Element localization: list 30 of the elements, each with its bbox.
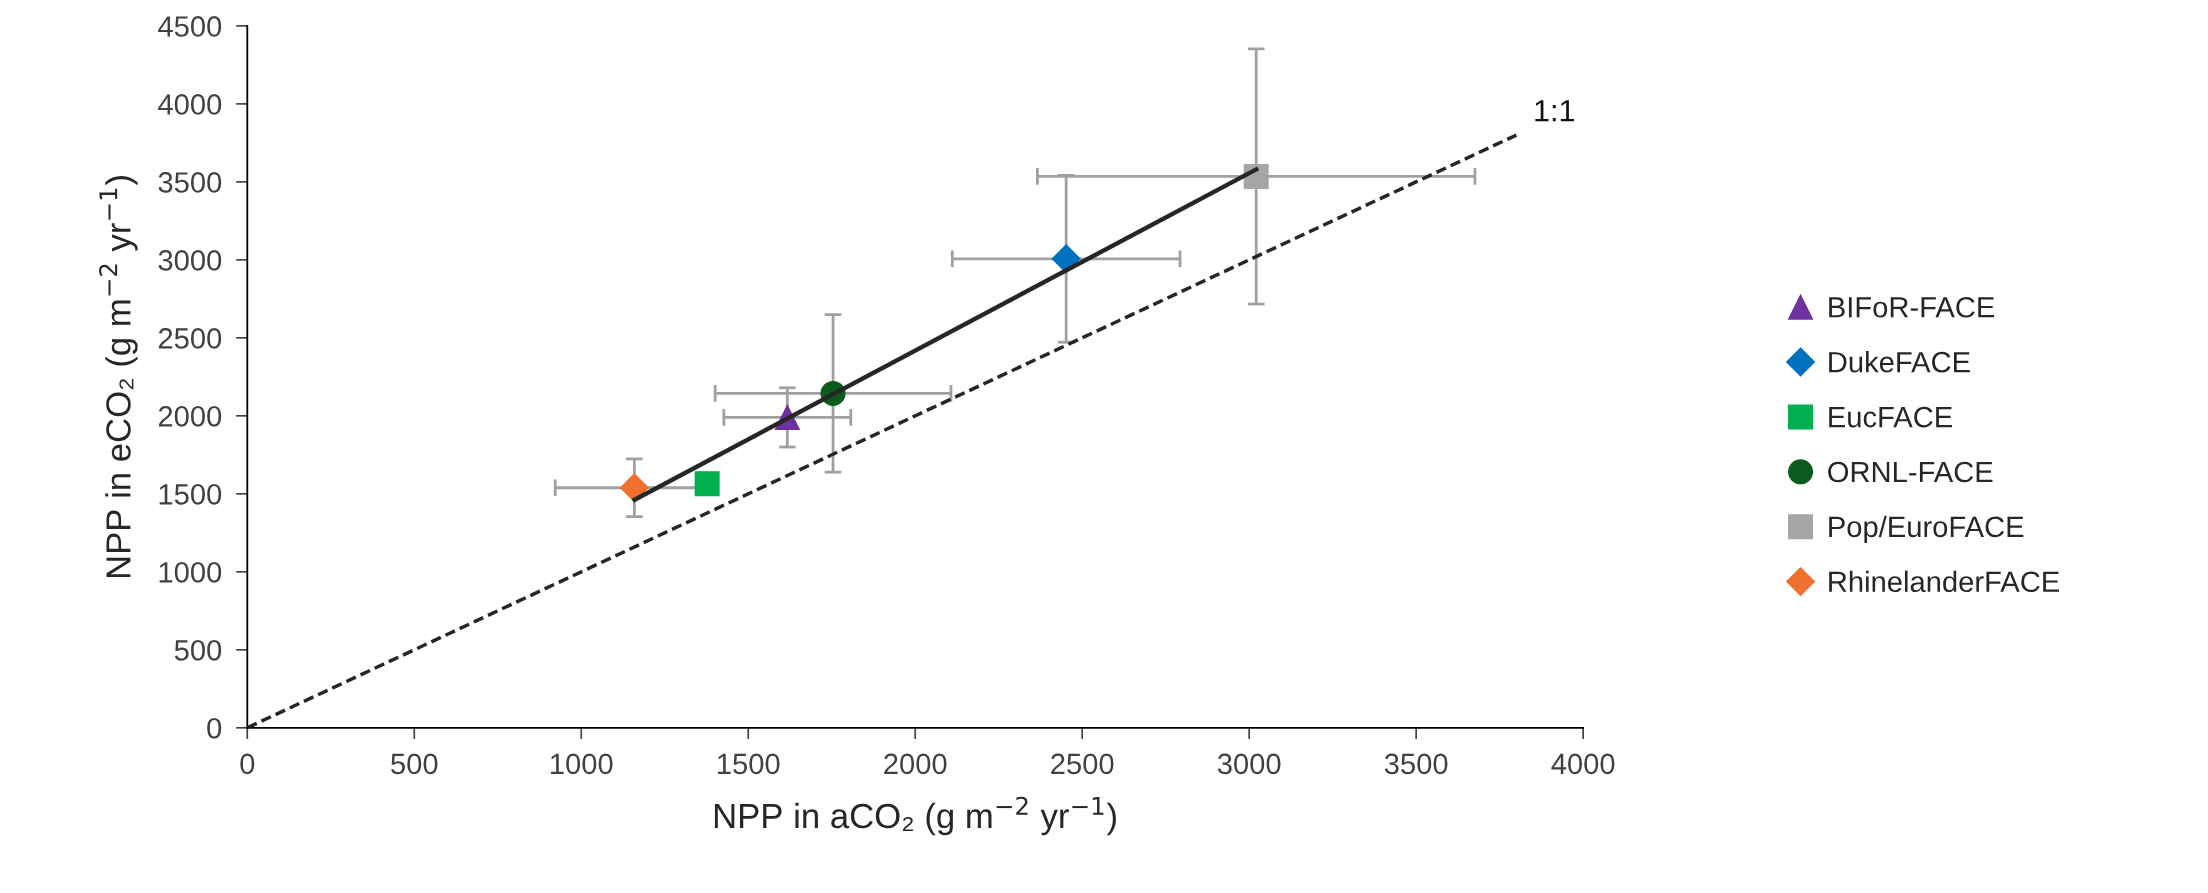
x-tick-label: 1500	[718, 753, 780, 775]
y-tick-label: 4000	[158, 94, 222, 115]
x-tick-label: 500	[391, 753, 438, 775]
point	[694, 471, 720, 497]
y-tick-label: 3500	[158, 172, 222, 193]
x-tick-label: 2500	[1051, 753, 1114, 775]
x-tick-label: 1000	[551, 753, 613, 775]
legend-label: EucFACE	[1829, 406, 1952, 428]
x-tick-label: 0	[240, 753, 255, 775]
y-tick-label: 3000	[158, 250, 222, 271]
y-axis-title: NPP in eCO₂ (g m$^{−2}$ yr$^{−1}$)	[99, 176, 138, 578]
legend-label: DukeFACE	[1829, 351, 1970, 373]
legend-label: Pop/EuroFACE	[1829, 515, 2024, 543]
y-tick-label: 2500	[158, 328, 222, 349]
y-tick-label: 2000	[158, 406, 222, 427]
x-tick-label: 2000	[884, 753, 947, 775]
x-axis-title: NPP in aCO₂ (g m$^{−2}$ yr$^{−1}$)	[714, 796, 1116, 836]
y-tick-label: 1500	[159, 484, 222, 505]
legend-label: ORNL-FACE	[1828, 461, 1993, 483]
legend-label: BIFoR-FACE	[1829, 296, 1995, 318]
x-tick-label: 4000	[1551, 753, 1615, 775]
annotation: 1:1	[1535, 100, 1574, 122]
y-tick-label: 4500	[158, 16, 222, 37]
x-tick-label: 3500	[1384, 753, 1448, 775]
y-tick-label: 500	[174, 640, 222, 661]
y-tick-label: 1000	[159, 562, 222, 583]
x-tick-label: 3000	[1217, 753, 1281, 775]
y-tick-label: 0	[207, 718, 222, 739]
legend-label: RhinelanderFACE	[1829, 570, 2060, 593]
point	[619, 473, 649, 503]
